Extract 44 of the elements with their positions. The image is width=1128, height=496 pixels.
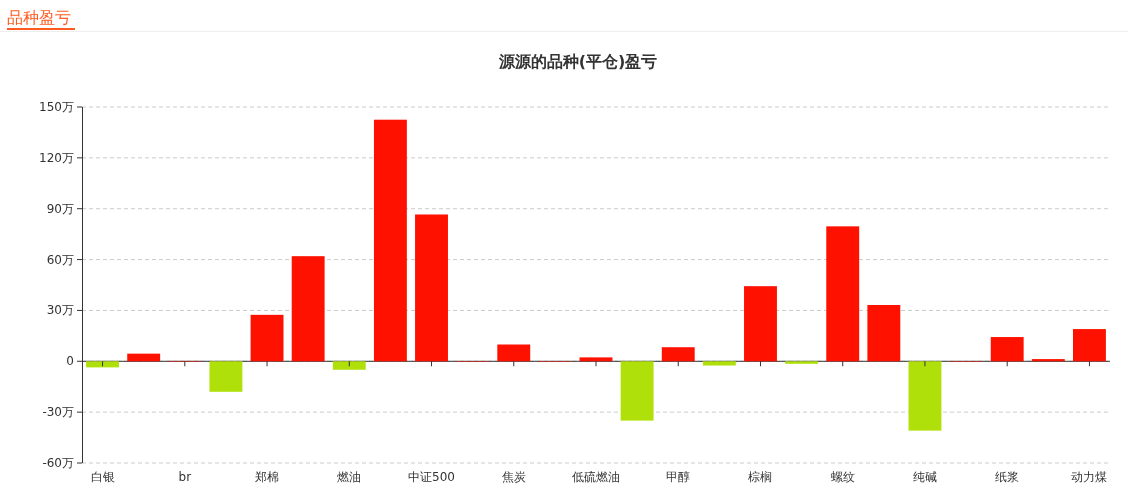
bar [785, 361, 819, 364]
bar [291, 256, 325, 362]
bar [1072, 329, 1106, 362]
bar [744, 286, 777, 362]
bar [579, 357, 613, 362]
x-tick-label: 低硫燃油 [572, 470, 620, 484]
bar [209, 361, 243, 392]
x-tick-label: 螺纹 [830, 470, 855, 484]
text: 品种盈亏 [7, 8, 71, 27]
y-tick-label: 150万 [39, 100, 74, 114]
bar [373, 119, 407, 362]
bar [127, 353, 161, 362]
bar [1031, 359, 1065, 362]
bar [702, 361, 736, 366]
bar [867, 305, 901, 362]
x-tick-label: 动力煤 [1071, 470, 1108, 484]
y-tick-label: 120万 [39, 150, 74, 165]
y-tick-label: -60万 [42, 456, 74, 470]
x-tick-label: 中证500 [408, 470, 455, 484]
bar [990, 337, 1024, 362]
x-tick-label: 白银 [90, 470, 115, 484]
y-tick-label: 90万 [46, 201, 74, 216]
bar [620, 361, 654, 421]
bar [332, 361, 366, 370]
bar [497, 344, 531, 362]
chart-title: 源源的品种(平仓)盈亏 [497, 52, 658, 71]
y-tick-label: 60万 [46, 252, 74, 267]
x-tick-label: br [178, 470, 192, 484]
bar [908, 361, 942, 431]
y-tick-label: 30万 [46, 303, 74, 318]
bar [250, 314, 284, 362]
x-tick-label: 焦炭 [501, 470, 526, 484]
x-tick-label: 纸浆 [995, 470, 1020, 484]
x-tick-label: 燃油 [337, 470, 362, 484]
bar [661, 347, 695, 362]
bar [86, 361, 120, 368]
x-tick-label: 棕榈 [748, 470, 773, 484]
bar [826, 226, 860, 362]
y-tick-label: -30万 [42, 405, 74, 420]
x-tick-label: 郑棉 [255, 470, 280, 484]
y-tick-label: 0 [66, 354, 74, 369]
bar [415, 214, 448, 362]
x-tick-label: 甲醇 [666, 470, 691, 484]
x-tick-label: 纯碱 [912, 470, 937, 484]
